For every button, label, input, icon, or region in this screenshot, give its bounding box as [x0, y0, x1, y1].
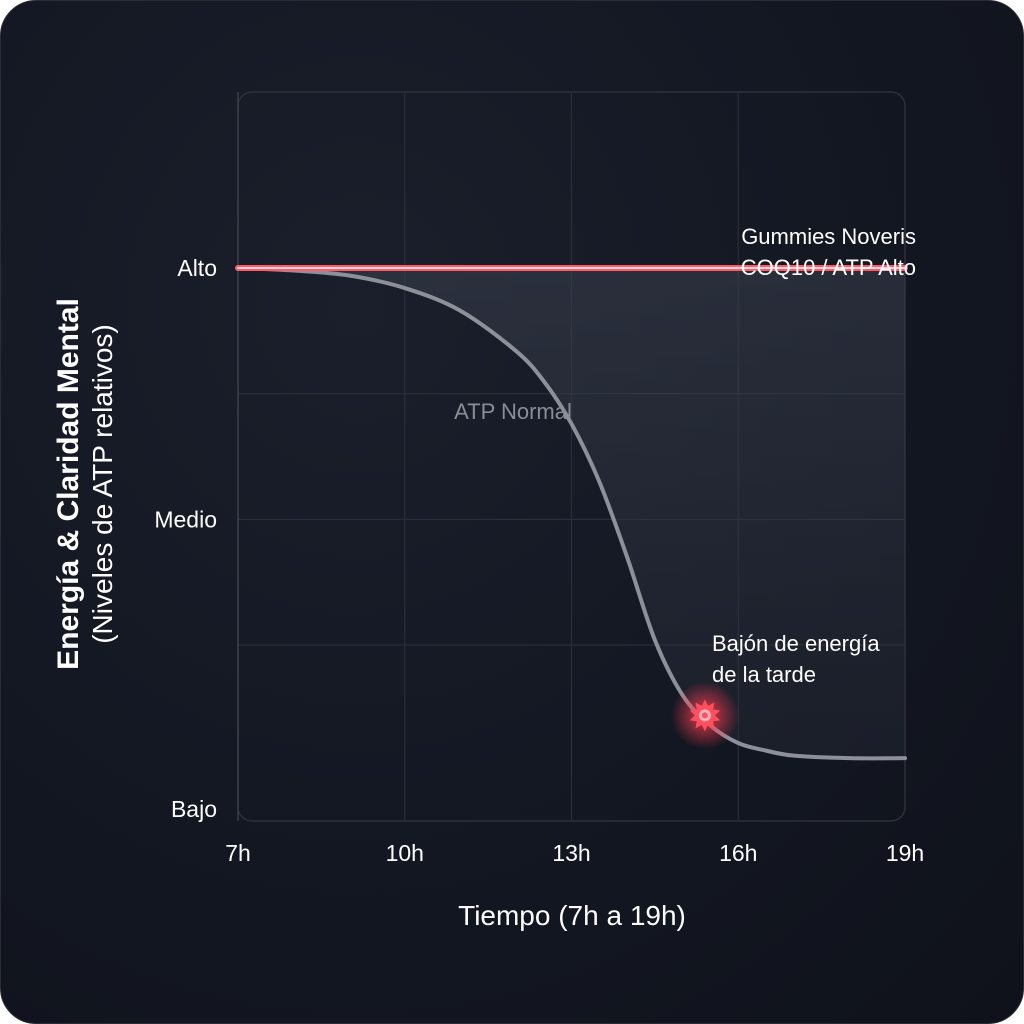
y-tick-label: Alto: [177, 255, 217, 281]
y-tick-label: Medio: [154, 506, 217, 532]
y-axis-title: Energía & Claridad Mental: [52, 298, 85, 670]
series-line-atp-normal: [236, 265, 907, 761]
energy-dip-dot: [701, 712, 708, 719]
lines-layer: [235, 260, 908, 761]
annotation-energy-dip-label: de la tarde: [712, 662, 816, 687]
marks-layer: [670, 681, 739, 750]
x-tick-label: 16h: [719, 840, 757, 866]
x-tick-label: 7h: [225, 840, 251, 866]
atp-gap-area: [238, 267, 905, 759]
series-label-atp-high: COQ10 / ATP Alto: [741, 255, 916, 280]
area-layer: [238, 267, 905, 759]
x-axis-title: Tiempo (7h a 19h): [458, 900, 686, 931]
labels-layer: 7h 10h 13h 16h 19h Bajo Medio Alto Tiempo (7h a …: [52, 224, 924, 931]
annotation-energy-dip-label: Bajón de energía: [712, 631, 880, 656]
series-label-atp-normal: ATP Normal: [454, 399, 572, 424]
x-tick-label: 19h: [886, 840, 924, 866]
x-tick-label: 13h: [552, 840, 590, 866]
series-label-atp-high: Gummies Noveris: [741, 224, 916, 249]
y-tick-label: Bajo: [171, 796, 217, 822]
x-tick-label: 10h: [386, 840, 424, 866]
y-axis-subtitle: (Niveles de ATP relativos): [87, 324, 118, 644]
